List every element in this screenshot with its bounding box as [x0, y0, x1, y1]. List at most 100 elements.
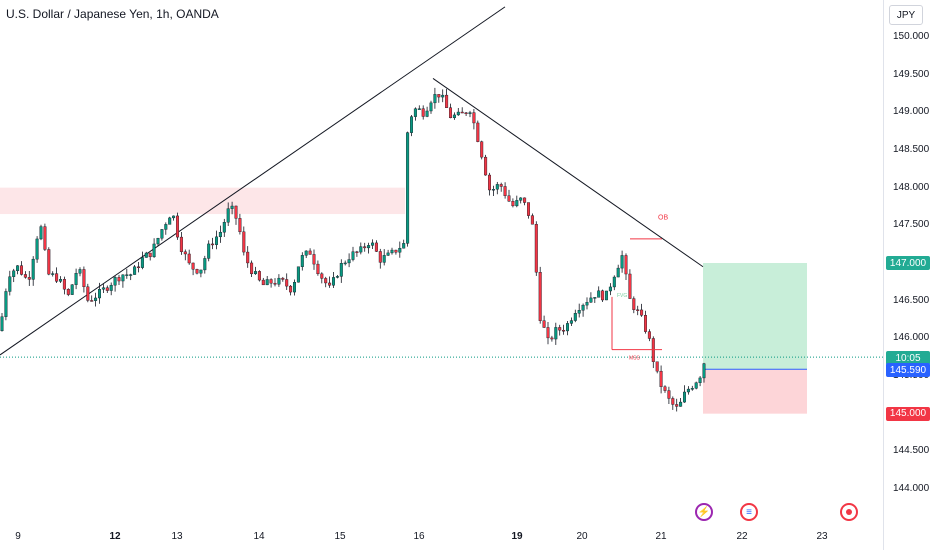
candle-body — [168, 217, 172, 225]
candle-body — [655, 361, 659, 372]
candle-body — [183, 251, 187, 255]
candle-body — [542, 320, 546, 328]
candle-body — [480, 141, 484, 158]
candle-body — [390, 249, 394, 254]
candle-body — [363, 246, 367, 249]
y-tick-label: 149.000 — [893, 106, 930, 118]
candle-body — [4, 291, 8, 317]
candle-body — [86, 286, 90, 301]
candle-body — [117, 277, 121, 282]
candle-body — [605, 290, 609, 301]
candle-body — [585, 302, 589, 306]
candle-body — [476, 122, 480, 142]
candle-body — [488, 174, 492, 191]
candle-body — [164, 224, 168, 230]
lightning-event-icon[interactable]: ⚡ — [695, 503, 713, 521]
candle-body — [332, 277, 336, 286]
candle-body — [507, 195, 511, 202]
y-tick-label: 148.000 — [893, 181, 930, 193]
candle-body — [417, 108, 421, 110]
candle-body — [659, 370, 663, 387]
candle-body — [187, 253, 191, 264]
x-tick-label: 20 — [576, 531, 588, 542]
candle-body — [140, 257, 144, 268]
candle-body — [456, 111, 460, 116]
candle-body — [597, 290, 601, 298]
candle-body — [179, 236, 183, 252]
candle-body — [133, 266, 137, 275]
ob-label: OB — [658, 214, 668, 221]
candle-body — [371, 242, 375, 246]
candle-body — [452, 114, 456, 119]
candle-body — [211, 243, 215, 246]
y-tick-label: 147.500 — [893, 219, 930, 231]
loss-zone — [703, 369, 807, 414]
candle-body — [503, 186, 507, 196]
candle-body — [316, 263, 320, 275]
candle-body — [265, 279, 269, 286]
candle-body — [195, 269, 199, 274]
candle-body — [144, 252, 148, 258]
candle-body — [429, 102, 433, 112]
candle-body — [468, 112, 472, 115]
candle-body — [698, 377, 702, 383]
x-tick-label: 9 — [15, 531, 21, 542]
candle-body — [214, 236, 218, 245]
candle-body — [449, 107, 453, 119]
candle-body — [175, 215, 179, 238]
candle-body — [515, 200, 519, 207]
y-tick-label: 148.500 — [893, 144, 930, 155]
candle-body — [495, 184, 499, 190]
y-tick-label: 144.000 — [893, 483, 930, 494]
candle-body — [281, 277, 285, 280]
candle-body — [59, 279, 63, 282]
candle-body — [702, 363, 706, 379]
candle-body — [253, 271, 257, 275]
candle-body — [8, 276, 12, 292]
candle-body — [472, 112, 476, 124]
x-tick-label: 19 — [511, 531, 523, 542]
candle-body — [324, 278, 328, 284]
candle-body — [230, 205, 234, 209]
candle-body — [66, 288, 70, 295]
candle-body — [382, 255, 386, 263]
x-tick-label: 23 — [816, 531, 828, 542]
candle-body — [519, 197, 523, 201]
profit-zone — [703, 263, 807, 370]
x-tick-label: 21 — [655, 531, 667, 542]
candle-body — [398, 247, 402, 253]
candle-body — [51, 273, 55, 275]
candle-body — [441, 94, 445, 98]
currency-button[interactable]: JPY — [889, 5, 923, 25]
us-flag-event-icon[interactable]: ≡ — [740, 503, 758, 521]
candle-body — [261, 279, 265, 286]
x-tick-label: 16 — [413, 531, 425, 542]
candle-body — [16, 265, 20, 272]
candle-body — [359, 246, 363, 253]
candle-body — [296, 266, 300, 283]
candle-body — [308, 250, 312, 255]
candle-body — [47, 249, 51, 275]
record-event-icon[interactable] — [840, 503, 858, 521]
chart-title: U.S. Dollar / Japanese Yen, 1h, OANDA — [6, 7, 219, 21]
candle-body — [343, 262, 347, 265]
candle-body — [608, 286, 612, 292]
countdown-tag: 10:05 — [886, 351, 930, 365]
candle-body — [191, 262, 195, 270]
candle-body — [636, 309, 640, 311]
candle-body — [601, 290, 605, 301]
candle-body — [12, 270, 16, 277]
candle-body — [82, 269, 86, 288]
candle-body — [374, 242, 378, 252]
candle-body — [199, 269, 203, 274]
candle-body — [386, 252, 390, 256]
candle-body — [538, 272, 542, 321]
candle-body — [573, 313, 577, 321]
y-tick-label: 149.500 — [893, 68, 930, 80]
candle-body — [484, 156, 488, 176]
candle-body — [577, 310, 581, 314]
y-tick-label: 150.000 — [893, 31, 930, 42]
candle-body — [172, 215, 176, 219]
candle-body — [78, 269, 82, 274]
